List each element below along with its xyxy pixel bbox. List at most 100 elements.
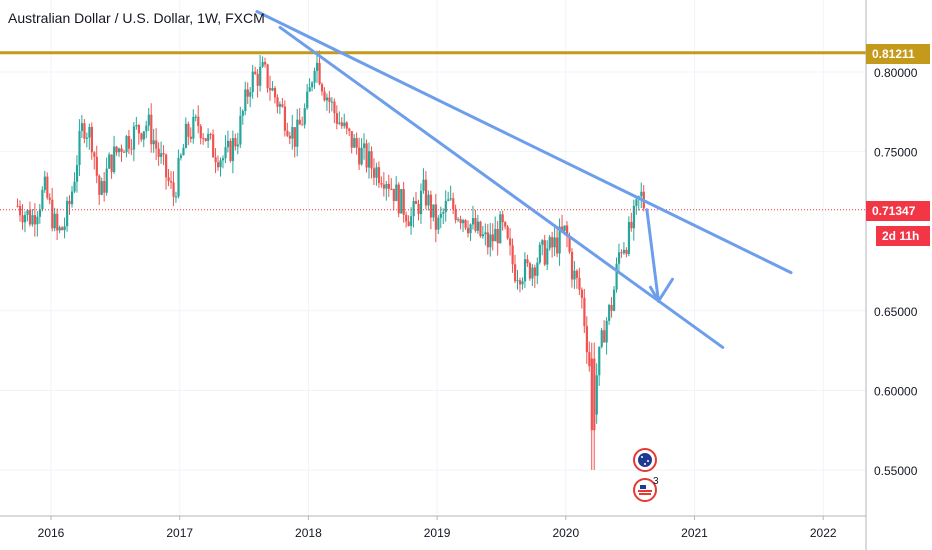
candle-body: [88, 126, 91, 138]
candle-body: [192, 116, 195, 139]
candle-body: [412, 201, 415, 217]
candle-body: [122, 151, 126, 153]
candle-body: [588, 352, 591, 367]
candle-body: [286, 130, 289, 136]
candle-body: [452, 198, 455, 210]
candle-body: [204, 138, 207, 141]
projection-arrow-shaft[interactable]: [645, 208, 660, 303]
candle-body: [41, 189, 44, 210]
candle-body: [58, 227, 61, 231]
candle-body: [251, 71, 254, 93]
candle-body: [558, 226, 561, 254]
candle-body: [147, 114, 150, 126]
candle-body: [462, 220, 465, 224]
candle-body: [556, 237, 559, 254]
candle-body: [239, 115, 242, 145]
chart-grid: [0, 0, 866, 516]
candle-body: [365, 143, 368, 168]
year-tick-label: 2020: [552, 526, 579, 540]
candle-body: [184, 123, 188, 148]
candle-body: [471, 218, 475, 225]
candle-body: [593, 358, 596, 431]
candle-body: [622, 249, 626, 254]
candle-body: [108, 154, 111, 169]
drawing-overlays[interactable]: [0, 10, 866, 349]
candle-body: [197, 116, 200, 127]
candle-body: [400, 189, 403, 214]
candle-body: [256, 73, 259, 86]
candle-body: [28, 210, 32, 225]
candle-body: [56, 213, 59, 231]
candle-body: [189, 136, 192, 139]
candle-body: [303, 108, 306, 125]
candle-body: [506, 226, 509, 239]
candle-body: [110, 154, 113, 173]
candle-body: [585, 326, 588, 353]
candle-body: [387, 183, 390, 189]
candle-body: [100, 181, 103, 195]
candle-body: [348, 128, 351, 132]
candle-body: [417, 203, 420, 215]
candle-body: [301, 124, 304, 126]
candle-body: [105, 168, 108, 193]
candle-body: [444, 200, 447, 213]
candle-series: [16, 50, 645, 470]
year-tick-label: 2017: [166, 526, 193, 540]
chart-title: Australian Dollar / U.S. Dollar, 1W, FXC…: [8, 10, 265, 26]
candle-body: [78, 130, 81, 166]
candle-body: [283, 106, 287, 131]
candle-body: [437, 217, 440, 230]
candle-body: [53, 213, 56, 229]
candle-body: [226, 140, 230, 148]
projection-arrow-head[interactable]: [648, 277, 674, 303]
candle-body: [457, 219, 460, 221]
candle-body: [355, 138, 358, 148]
candle-body: [51, 199, 54, 229]
price-tick-label: 0.75000: [874, 146, 918, 160]
lower-trend-line[interactable]: [278, 25, 725, 349]
candle-body: [155, 140, 158, 149]
candle-body: [132, 126, 136, 150]
candle-body: [179, 155, 183, 158]
candle-body: [115, 146, 118, 153]
candle-body: [583, 297, 586, 327]
upper-trend-line[interactable]: [255, 10, 793, 275]
candle-body: [531, 267, 534, 279]
candle-body: [103, 181, 106, 193]
candle-body: [442, 212, 445, 214]
candle-body: [212, 134, 215, 158]
candle-body: [390, 188, 393, 190]
candle-body: [484, 232, 487, 235]
candle-body: [469, 224, 472, 234]
price-tick-label: 0.65000: [874, 305, 918, 319]
candle-body: [95, 156, 98, 176]
candle-body: [610, 304, 613, 311]
candle-body: [177, 157, 180, 197]
candle-body: [504, 222, 507, 227]
candle-body: [410, 216, 413, 227]
candle-body: [214, 157, 217, 163]
candle-body: [219, 160, 222, 168]
candle-body: [330, 101, 334, 103]
australia-flag-icon[interactable]: [633, 448, 657, 472]
candle-body: [43, 176, 46, 190]
candle-body: [429, 194, 433, 218]
candle-body: [350, 131, 353, 148]
candle-body: [68, 200, 71, 205]
candle-body: [229, 140, 232, 161]
resistance-price-badge[interactable]: 0.81211: [866, 44, 930, 64]
year-tick-label: 2019: [424, 526, 451, 540]
candle-body: [385, 183, 388, 189]
candle-body: [73, 181, 76, 192]
candle-body: [63, 226, 66, 231]
candle-body: [167, 177, 170, 182]
candle-body: [38, 209, 42, 217]
candle-body: [46, 176, 49, 198]
candle-body: [278, 104, 282, 107]
candle-body: [620, 252, 623, 254]
last-price-badge[interactable]: 0.71347: [866, 201, 930, 221]
candle-body: [479, 221, 482, 237]
usa-flag-icon[interactable]: [633, 478, 657, 502]
